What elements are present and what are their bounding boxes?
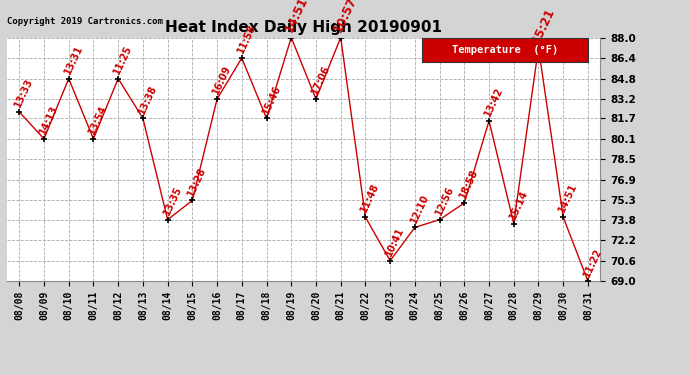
- Text: 13:42: 13:42: [483, 86, 505, 118]
- Text: 13:31: 13:31: [62, 44, 85, 76]
- Title: Heat Index Daily High 20190901: Heat Index Daily High 20190901: [165, 20, 442, 35]
- Text: 11:25: 11:25: [112, 44, 134, 76]
- Text: 11:48: 11:48: [359, 182, 382, 214]
- Text: 14:51: 14:51: [282, 0, 310, 35]
- Text: 17:06: 17:06: [310, 64, 332, 96]
- Text: 16:09: 16:09: [210, 64, 233, 96]
- Text: 18:58: 18:58: [458, 168, 480, 200]
- Text: 14:13: 14:13: [38, 104, 60, 136]
- Text: 11:22: 11:22: [582, 246, 604, 279]
- Text: 12:56: 12:56: [433, 184, 455, 217]
- Text: 15:46: 15:46: [260, 83, 282, 116]
- Text: 13:38: 13:38: [137, 83, 159, 116]
- Text: Copyright 2019 Cartronics.com: Copyright 2019 Cartronics.com: [7, 17, 163, 26]
- Text: 14:51: 14:51: [557, 182, 579, 214]
- Text: 13:35: 13:35: [161, 184, 184, 217]
- Text: 13:28: 13:28: [186, 165, 208, 198]
- Text: 12:10: 12:10: [408, 192, 431, 225]
- Text: 15:21: 15:21: [529, 6, 557, 45]
- Text: 10:57: 10:57: [332, 0, 359, 35]
- Text: 15:14: 15:14: [507, 188, 530, 221]
- Text: 11:58: 11:58: [235, 23, 258, 55]
- Text: 10:41: 10:41: [384, 226, 406, 258]
- Text: 13:54: 13:54: [87, 104, 109, 136]
- Text: 13:33: 13:33: [13, 77, 35, 109]
